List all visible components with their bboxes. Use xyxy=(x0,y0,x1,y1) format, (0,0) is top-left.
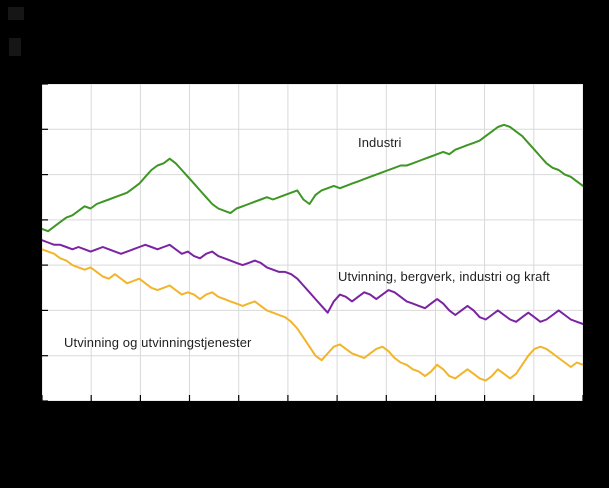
corner-artifact-mark xyxy=(8,7,24,20)
series-label-utvinning-bergverk-industri-og-kraft: Utvinning, bergverk, industri og kraft xyxy=(338,269,550,284)
series-label-utvinning-og-utvinningstjenester: Utvinning og utvinningstjenester xyxy=(64,335,252,350)
chart-svg xyxy=(42,84,583,401)
corner-artifact-mark xyxy=(9,38,21,56)
series-label-industri: Industri xyxy=(358,135,402,150)
plot-area: Industri Utvinning, bergverk, industri o… xyxy=(42,84,583,401)
